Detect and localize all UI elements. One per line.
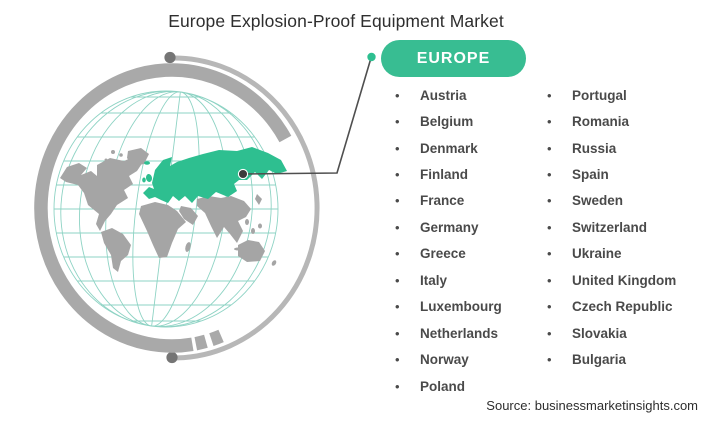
bullet-icon: • xyxy=(547,352,552,368)
orbit-dot-top-icon xyxy=(164,51,176,64)
country-list-item: • Austria xyxy=(389,82,539,108)
bullet-icon: • xyxy=(395,352,400,368)
bullet-icon: • xyxy=(395,140,400,156)
map-marker-dot-icon xyxy=(237,168,249,180)
australia-shape xyxy=(238,240,265,262)
bullet-icon: • xyxy=(547,219,552,235)
europe-badge: EUROPE xyxy=(381,40,526,77)
page-title: Europe Explosion-Proof Equipment Market xyxy=(168,11,504,31)
north-america-shape xyxy=(60,157,143,231)
south-america-shape xyxy=(101,228,131,272)
source-attribution: Source: businessmarketinsights.com xyxy=(486,398,698,413)
country-label: Poland xyxy=(420,378,466,394)
country-label: Bulgaria xyxy=(572,352,627,368)
country-label: Finland xyxy=(420,167,468,183)
bullet-icon: • xyxy=(395,87,400,103)
country-list-item: • Denmark xyxy=(389,135,539,161)
country-label: Denmark xyxy=(420,140,478,156)
country-label: Austria xyxy=(420,87,467,103)
country-list-item: • Netherlands xyxy=(389,320,539,346)
connector-line xyxy=(237,52,376,180)
country-list-item: • Portugal xyxy=(541,82,711,108)
country-label: Portugal xyxy=(572,87,627,103)
country-list-item: • Romania xyxy=(541,108,711,134)
country-label: Spain xyxy=(572,167,609,183)
country-label: Germany xyxy=(420,219,479,235)
bullet-icon: • xyxy=(395,246,400,262)
orbit-thin-arc-icon xyxy=(164,51,320,364)
country-list-item: • Germany xyxy=(389,214,539,240)
iceland-shape xyxy=(144,161,150,165)
country-label: Norway xyxy=(420,352,469,368)
bullet-icon: • xyxy=(395,193,400,209)
bullet-icon: • xyxy=(547,140,552,156)
bullet-icon: • xyxy=(395,299,400,315)
middle-east-shape xyxy=(179,206,198,225)
arc-dash-icon xyxy=(194,334,208,351)
country-list-item: • Italy xyxy=(389,267,539,293)
country-list-item: • United Kingdom xyxy=(541,267,711,293)
country-list-column-2: • Portugal • Romania • Russia • Spain • Sweden • Sw… xyxy=(541,82,711,373)
bullet-icon: • xyxy=(547,299,552,315)
country-list-item: • Luxembourg xyxy=(389,294,539,320)
arc-dash-icon xyxy=(209,329,224,347)
bullet-icon: • xyxy=(547,87,552,103)
bullet-icon: • xyxy=(547,325,552,341)
world-map-icon xyxy=(60,147,287,272)
country-label: France xyxy=(420,193,465,209)
country-list-item: • Slovakia xyxy=(541,320,711,346)
country-label: Russia xyxy=(572,140,617,156)
connector-dot-icon xyxy=(367,52,376,62)
country-label: Belgium xyxy=(420,114,474,130)
country-label: Slovakia xyxy=(572,325,627,341)
bullet-icon: • xyxy=(395,114,400,130)
greenland-shape xyxy=(127,148,149,166)
uk-shape xyxy=(145,174,153,182)
country-list-item: • Bulgaria xyxy=(541,346,711,372)
country-list-item: • Norway xyxy=(389,346,539,372)
country-list-item: • Finland xyxy=(389,161,539,187)
globe-map-icon xyxy=(34,51,376,364)
country-list-item: • Belgium xyxy=(389,108,539,134)
country-list-column-1: • Austria • Belgium • Denmark • Finland • France •… xyxy=(389,82,539,399)
country-label: Sweden xyxy=(572,193,624,209)
orbit-dot-bottom-icon xyxy=(166,351,178,364)
country-list-item: • France xyxy=(389,188,539,214)
country-list-item: • Sweden xyxy=(541,188,711,214)
bullet-icon: • xyxy=(395,219,400,235)
country-list-item: • Russia xyxy=(541,135,711,161)
country-list-item: • Ukraine xyxy=(541,241,711,267)
country-label: Greece xyxy=(420,246,466,262)
bullet-icon: • xyxy=(547,246,552,262)
europe-badge-label: EUROPE xyxy=(416,49,491,67)
country-label: Romania xyxy=(572,114,630,130)
bullet-icon: • xyxy=(395,378,400,394)
bullet-icon: • xyxy=(547,114,552,130)
country-list-item: • Czech Republic xyxy=(541,294,711,320)
bullet-icon: • xyxy=(547,167,552,183)
country-list-item: • Switzerland xyxy=(541,214,711,240)
europe-region-highlight xyxy=(143,147,287,203)
country-label: Czech Republic xyxy=(572,299,673,315)
country-label: United Kingdom xyxy=(572,272,677,288)
orbit-thick-arc-icon xyxy=(34,63,292,353)
country-label: Ukraine xyxy=(572,246,622,262)
asia-shape xyxy=(197,196,251,243)
ireland-shape xyxy=(142,177,146,183)
country-list-item: • Poland xyxy=(389,373,539,399)
country-label: Switzerland xyxy=(572,219,648,235)
bullet-icon: • xyxy=(547,193,552,209)
africa-shape xyxy=(139,202,186,258)
bullet-icon: • xyxy=(395,272,400,288)
bullet-icon: • xyxy=(395,325,400,341)
country-list-item: • Greece xyxy=(389,241,539,267)
country-label: Italy xyxy=(420,272,448,288)
country-label: Luxembourg xyxy=(420,299,502,315)
country-list-item: • Spain xyxy=(541,161,711,187)
bullet-icon: • xyxy=(547,272,552,288)
country-label: Netherlands xyxy=(420,325,499,341)
bullet-icon: • xyxy=(395,167,400,183)
